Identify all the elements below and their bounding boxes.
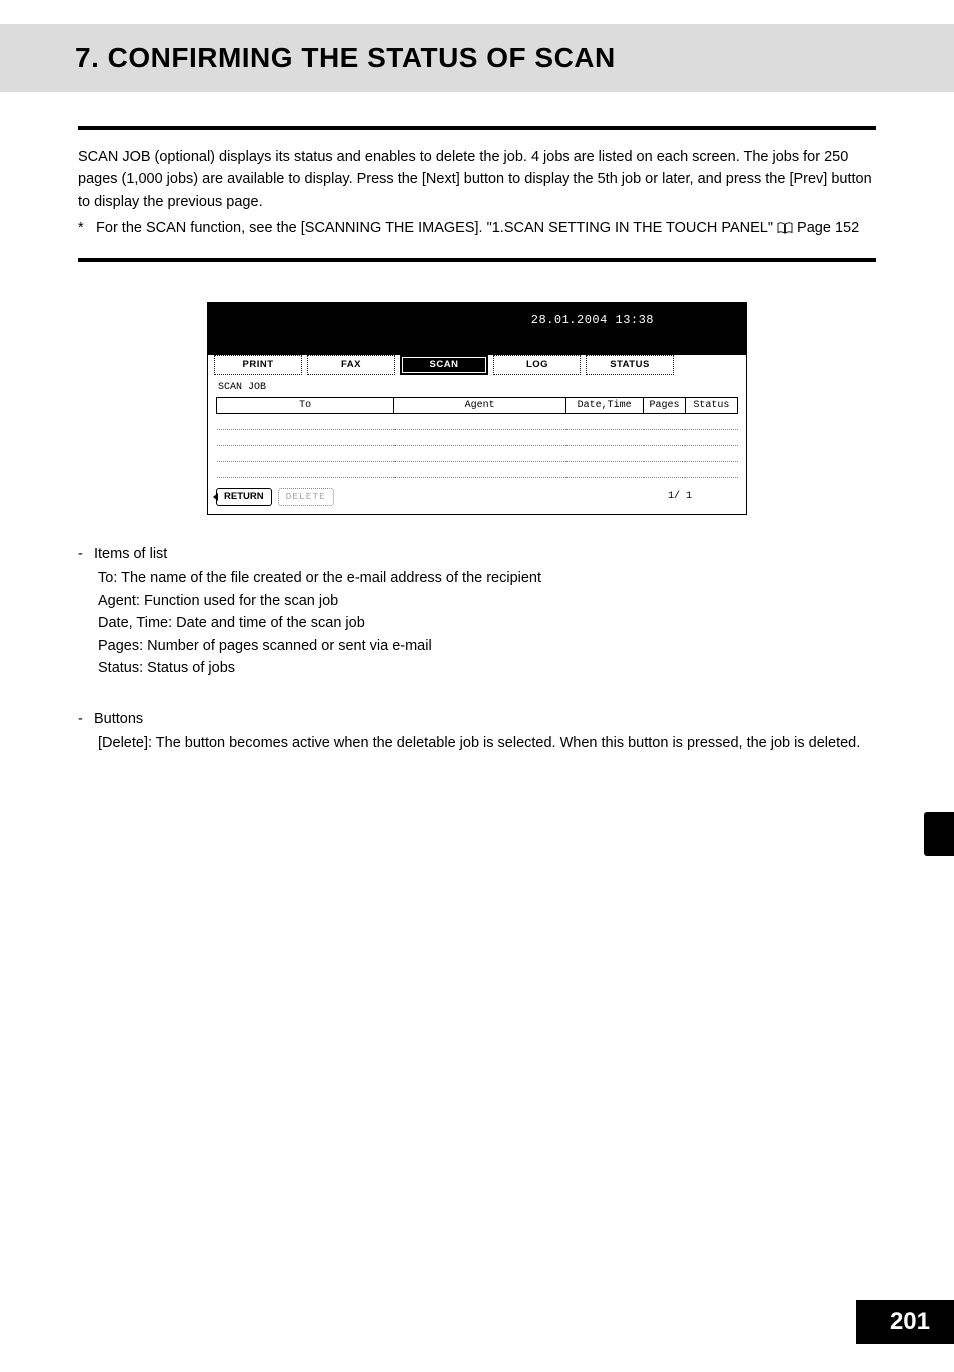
dash-icon: - (78, 708, 94, 730)
items-heading-text: Items of list (94, 546, 167, 562)
rule-bottom (78, 258, 876, 262)
intro-paragraph: SCAN JOB (optional) displays its status … (78, 146, 876, 213)
buttons-section: -Buttons [Delete]: The button becomes ac… (78, 708, 876, 755)
buttons-heading: -Buttons (78, 708, 876, 730)
panel-datetime: 28.01.2004 13:38 (531, 313, 654, 327)
panel-footer: RETURN DELETE 1/ 1 (216, 488, 738, 506)
table-row[interactable] (217, 445, 738, 461)
items-section: -Items of list To: The name of the file … (78, 543, 876, 680)
tab-row: PRINT FAX SCAN LOG STATUS (208, 353, 746, 375)
page-title: 7. CONFIRMING THE STATUS OF SCAN (75, 42, 924, 74)
pager-text: 1/ 1 (668, 491, 692, 502)
col-status: Status (685, 397, 737, 413)
touch-panel: 28.01.2004 13:38 PRINT FAX SCAN LOG STAT… (207, 302, 747, 515)
panel-body: SCAN JOB To Agent Date,Time Pages Status (208, 377, 746, 514)
tab-status[interactable]: STATUS (586, 355, 674, 375)
footnote-text-b: Page 152 (797, 220, 859, 236)
footnote-body: For the SCAN function, see the [SCANNING… (96, 217, 874, 241)
footnote: * For the SCAN function, see the [SCANNI… (78, 217, 876, 241)
col-pages: Pages (644, 397, 686, 413)
col-agent: Agent (394, 397, 566, 413)
page-header: 7. CONFIRMING THE STATUS OF SCAN (0, 24, 954, 92)
dash-icon: - (78, 543, 94, 565)
items-line: Agent: Function used for the scan job (98, 590, 876, 612)
col-to: To (217, 397, 394, 413)
items-line: Date, Time: Date and time of the scan jo… (98, 612, 876, 634)
tab-scan[interactable]: SCAN (400, 355, 488, 375)
content-area: SCAN JOB (optional) displays its status … (0, 126, 954, 755)
side-index-tab (924, 812, 954, 856)
rule-top (78, 126, 876, 130)
table-row[interactable] (217, 413, 738, 429)
items-heading: -Items of list (78, 543, 876, 565)
items-line: To: The name of the file created or the … (98, 567, 876, 589)
col-date: Date,Time (566, 397, 644, 413)
touch-panel-wrap: 28.01.2004 13:38 PRINT FAX SCAN LOG STAT… (207, 302, 747, 515)
book-icon (777, 219, 793, 241)
table-header-row: To Agent Date,Time Pages Status (217, 397, 738, 413)
items-body: To: The name of the file created or the … (98, 567, 876, 679)
table-row[interactable] (217, 461, 738, 477)
asterisk: * (78, 217, 92, 239)
page-number: 201 (856, 1300, 954, 1344)
tab-fax[interactable]: FAX (307, 355, 395, 375)
items-line: Pages: Number of pages scanned or sent v… (98, 635, 876, 657)
buttons-heading-text: Buttons (94, 711, 143, 727)
tab-log[interactable]: LOG (493, 355, 581, 375)
job-table: To Agent Date,Time Pages Status (216, 397, 738, 478)
panel-top-bar: 28.01.2004 13:38 (208, 303, 746, 355)
tab-print[interactable]: PRINT (214, 355, 302, 375)
panel-subtitle: SCAN JOB (218, 382, 738, 393)
delete-button[interactable]: DELETE (278, 488, 334, 506)
items-line: Status: Status of jobs (98, 657, 876, 679)
footnote-text-a: For the SCAN function, see the [SCANNING… (96, 220, 777, 236)
return-button[interactable]: RETURN (216, 488, 272, 506)
buttons-body: [Delete]: The button becomes active when… (98, 732, 876, 754)
table-row[interactable] (217, 429, 738, 445)
